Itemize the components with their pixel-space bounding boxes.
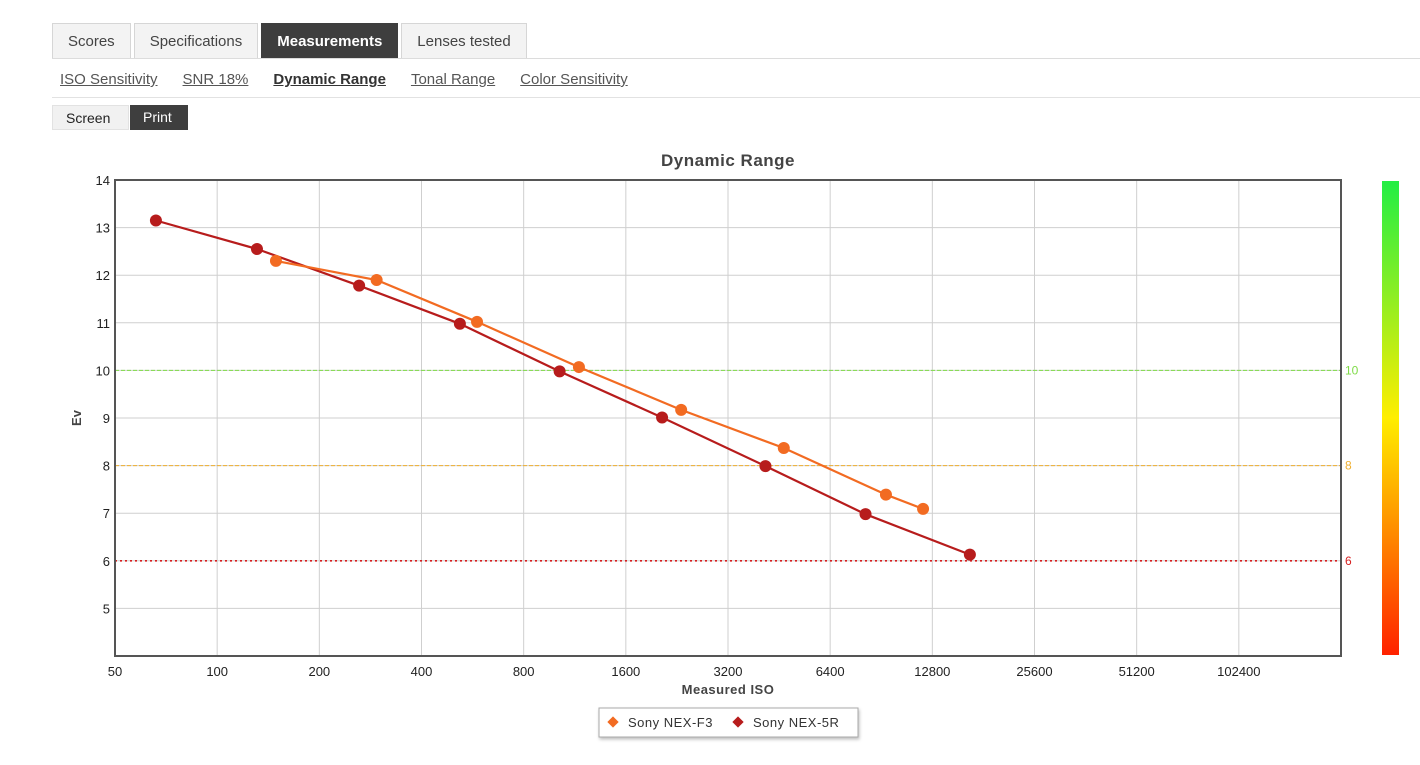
tab-lenses-tested[interactable]: Lenses tested: [401, 23, 527, 58]
data-point: [553, 365, 566, 378]
subnav-dynamic-range[interactable]: Dynamic Range: [273, 71, 386, 88]
legend: Sony NEX-F3 Sony NEX-5R: [598, 707, 859, 738]
data-point: [777, 441, 790, 454]
plot-frame: [114, 179, 1342, 657]
subnav-divider: [52, 97, 1420, 98]
x-tick-label: 6400: [816, 664, 845, 679]
legend-label-nex-f3: Sony NEX-F3: [628, 715, 713, 730]
data-point: [250, 243, 263, 256]
x-tick-label: 25600: [1016, 664, 1052, 679]
x-tick-label: 50: [108, 664, 122, 679]
subnav-color-sensitivity[interactable]: Color Sensitivity: [520, 71, 628, 88]
y-tick-label: 8: [103, 459, 110, 474]
data-point: [572, 361, 585, 374]
y-axis-ticks: 5 6 7 8 9 10 11 12 13 14: [96, 173, 110, 616]
y-tick-label: 5: [103, 601, 110, 616]
series-line: [155, 219, 971, 556]
data-point: [917, 502, 930, 515]
data-point: [269, 254, 282, 267]
series-layer: [149, 214, 976, 561]
main-tabs: Scores Specifications Measurements Lense…: [52, 23, 530, 58]
legend-label-nex-5r: Sony NEX-5R: [753, 715, 839, 730]
data-point: [453, 317, 466, 330]
data-point: [879, 488, 892, 501]
y-tick-label: 7: [103, 506, 110, 521]
x-tick-label: 102400: [1217, 664, 1260, 679]
y-tick-label: 14: [96, 173, 110, 188]
measurement-subnav: ISO Sensitivity SNR 18% Dynamic Range To…: [60, 71, 653, 88]
x-tick-label: 400: [411, 664, 433, 679]
x-tick-label: 100: [206, 664, 228, 679]
reference-line-label: 6: [1345, 554, 1352, 568]
x-tick-label: 51200: [1119, 664, 1155, 679]
x-tick-label: 1600: [611, 664, 640, 679]
data-point: [471, 315, 484, 328]
y-tick-label: 12: [96, 268, 110, 283]
legend-item-nex-5r[interactable]: Sony NEX-5R: [732, 715, 839, 730]
subnav-tonal-range[interactable]: Tonal Range: [410, 71, 496, 88]
legend-marker-nex-f3: [607, 716, 619, 728]
reference-lines: 10 8 6: [115, 363, 1359, 568]
series-line: [275, 259, 924, 510]
chart-title: Dynamic Range: [661, 151, 795, 170]
x-tick-label: 800: [513, 664, 535, 679]
view-toggle: Screen Print: [52, 105, 188, 130]
data-point: [859, 508, 872, 521]
tabs-divider: [52, 58, 1420, 59]
tab-measurements[interactable]: Measurements: [261, 23, 399, 58]
data-point: [370, 273, 383, 286]
data-point: [353, 279, 366, 292]
color-scale-bar: [1382, 181, 1399, 655]
data-point: [149, 214, 162, 227]
x-axis-label: Measured ISO: [682, 682, 775, 697]
data-point: [759, 460, 772, 473]
legend-item-nex-f3[interactable]: Sony NEX-F3: [607, 715, 713, 730]
tab-specifications[interactable]: Specifications: [133, 23, 259, 58]
legend-marker-nex-5r: [732, 716, 744, 728]
x-tick-label: 12800: [914, 664, 950, 679]
y-tick-label: 9: [103, 411, 110, 426]
y-tick-label: 11: [97, 316, 111, 331]
tab-scores[interactable]: Scores: [52, 23, 131, 58]
subnav-snr-18[interactable]: SNR 18%: [182, 71, 249, 88]
legend-box: [598, 707, 859, 738]
print-button[interactable]: Print: [130, 105, 188, 130]
y-axis-label: Ev: [69, 409, 84, 426]
y-tick-label: 13: [96, 221, 110, 236]
x-axis-ticks: 50 100 200 400 800 1600 3200 6400 12800 25600 5120…: [108, 664, 1261, 679]
subnav-iso-sensitivity[interactable]: ISO Sensitivity: [60, 71, 158, 88]
series-sony-nex-5r: [149, 214, 976, 561]
y-tick-label: 10: [96, 363, 110, 378]
reference-line-label: 10: [1345, 363, 1359, 377]
y-tick-label: 6: [103, 554, 110, 569]
reference-line-label: 8: [1345, 459, 1352, 473]
x-tick-label: 3200: [714, 664, 743, 679]
data-point: [675, 403, 688, 416]
chart-grid: [115, 180, 1341, 656]
data-point: [963, 548, 976, 561]
x-tick-label: 200: [308, 664, 330, 679]
screen-button[interactable]: Screen: [52, 105, 129, 130]
data-point: [656, 411, 669, 424]
series-sony-nex-f3: [269, 254, 930, 515]
